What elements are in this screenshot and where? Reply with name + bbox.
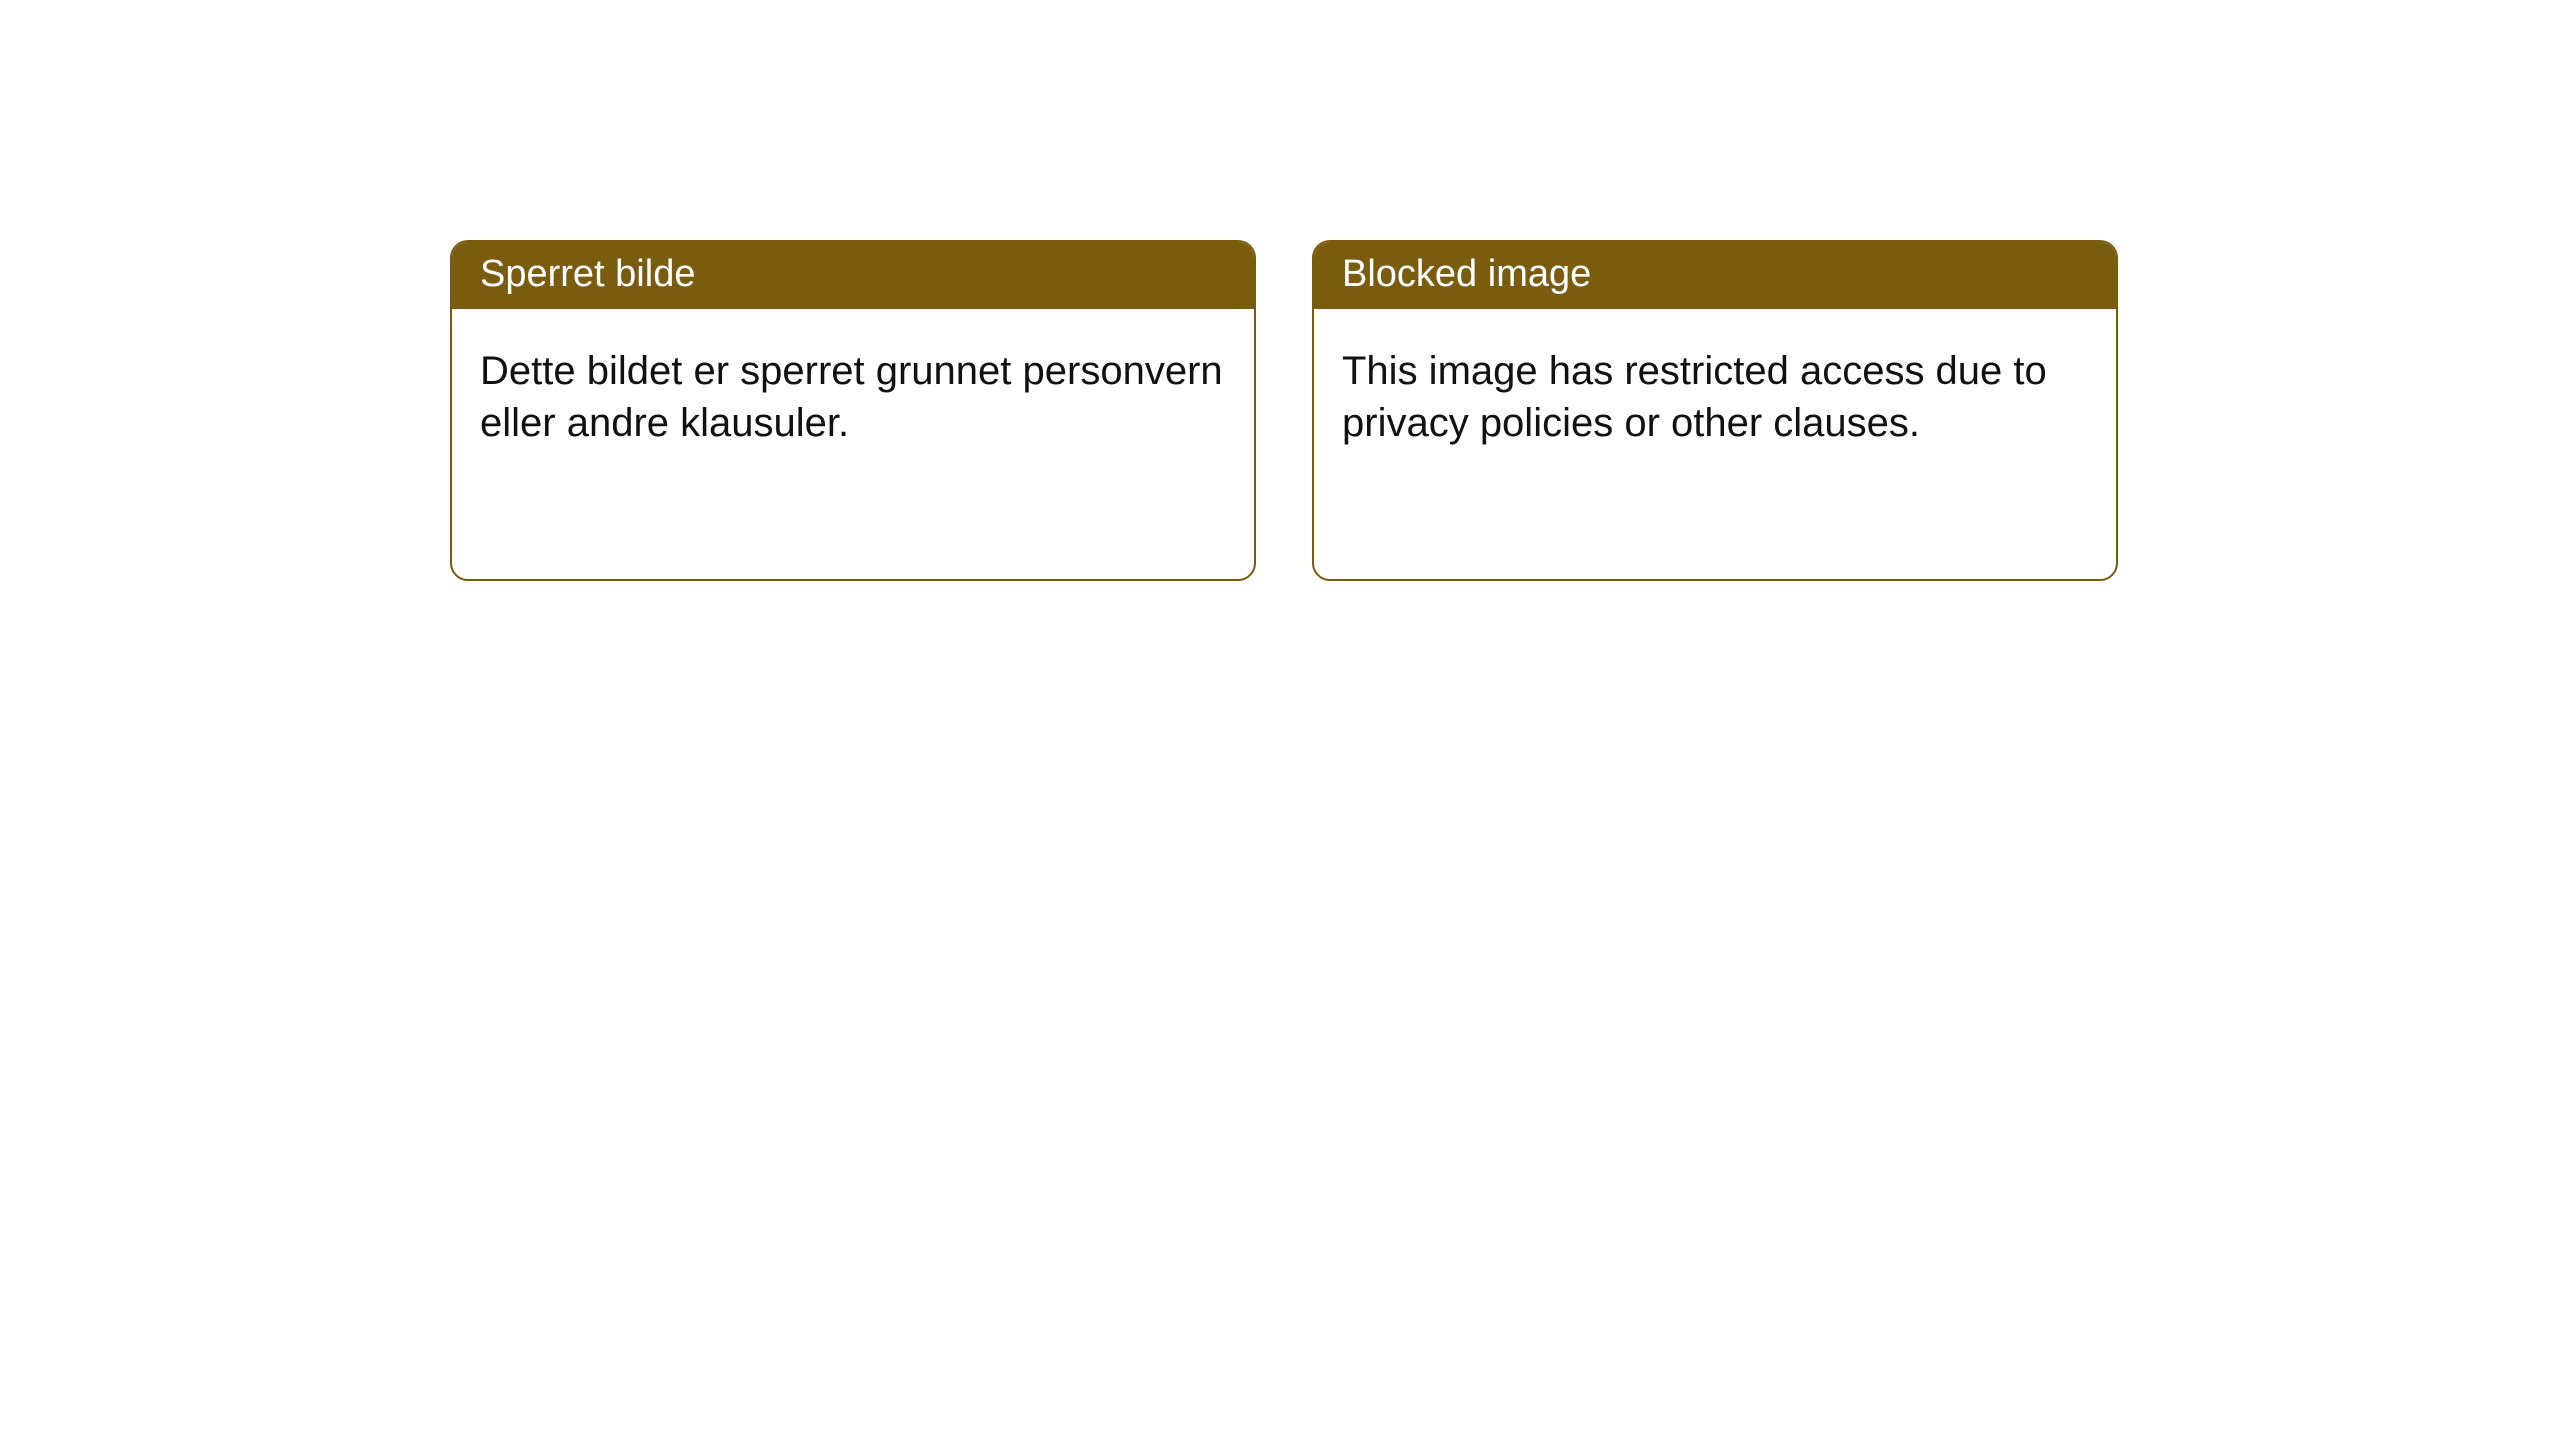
notice-body: This image has restricted access due to … xyxy=(1314,309,2116,579)
notice-card-english: Blocked image This image has restricted … xyxy=(1312,240,2118,581)
notice-body: Dette bildet er sperret grunnet personve… xyxy=(452,309,1254,579)
notice-container: Sperret bilde Dette bildet er sperret gr… xyxy=(0,0,2560,581)
notice-header: Sperret bilde xyxy=(452,242,1254,309)
notice-header: Blocked image xyxy=(1314,242,2116,309)
notice-card-norwegian: Sperret bilde Dette bildet er sperret gr… xyxy=(450,240,1256,581)
